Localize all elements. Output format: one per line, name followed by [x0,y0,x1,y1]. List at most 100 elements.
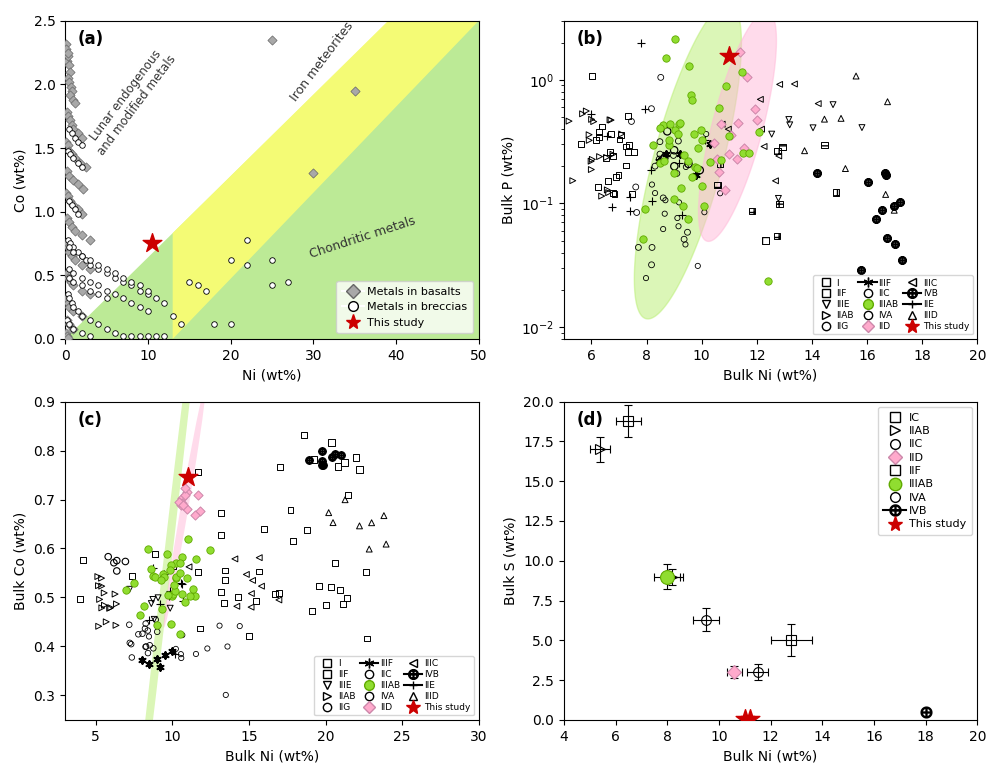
Point [666,160,682,172]
Point [62,113,78,126]
Point [67,203,83,215]
Point [179,503,195,516]
Point [91,620,107,632]
Point [59,267,75,279]
Point [860,176,876,188]
Point [304,605,320,617]
Point [179,572,195,584]
Point [141,630,157,643]
Point [680,155,696,167]
Point [886,200,902,213]
Point [245,574,261,587]
Point [147,548,163,560]
Point [98,615,114,628]
Point [65,123,81,135]
Point [644,241,660,253]
Point [172,566,188,579]
Point [655,192,671,204]
Point [148,614,164,626]
Point [721,130,737,142]
Point [61,123,77,135]
Point [90,580,106,592]
Point [107,267,123,279]
Point [121,618,137,631]
Point [156,297,172,309]
Point [681,60,697,72]
Point [267,588,283,601]
Point [339,591,355,604]
Point [60,233,76,246]
Point [751,125,767,138]
Point [251,566,267,578]
Point [61,216,77,228]
Point [168,643,184,655]
Point [59,330,75,343]
Point [809,166,825,179]
Point [156,571,172,584]
Point [130,628,146,640]
Point [61,292,77,305]
Point [698,128,714,141]
Point [148,292,164,305]
Point [676,148,692,161]
Point [107,588,123,601]
Point [165,559,181,572]
Point [684,94,700,106]
Point [157,649,173,661]
Point [248,595,264,608]
Point [162,563,178,576]
Point [177,489,193,501]
Point [661,134,677,146]
Point [670,128,686,141]
Point [608,171,624,183]
Point [141,614,157,626]
Point [782,119,798,131]
Point [59,55,75,68]
Point [190,489,206,501]
Point [652,157,668,169]
Point [892,196,908,208]
Point [58,43,74,55]
Point [229,600,245,612]
Point [61,59,77,71]
Point [138,618,154,630]
Point [90,279,106,291]
Point [603,128,619,141]
Point [218,688,234,701]
Point [177,482,193,494]
Point [661,139,677,152]
Point [164,645,180,657]
Point [671,157,687,169]
Point [123,330,139,343]
Point [64,250,80,263]
Polygon shape [699,11,776,242]
Point [352,520,368,532]
Point [647,160,663,172]
Point [361,543,377,556]
Point [62,195,78,207]
Point [67,97,83,110]
Point [61,170,77,183]
Point [173,318,189,330]
Point [118,584,134,596]
Point [60,139,76,152]
Point [59,314,75,326]
Point [132,330,148,343]
Point [602,113,618,126]
Point [142,639,158,651]
Point [332,584,348,597]
Point [666,193,682,206]
Point [324,436,340,448]
Point [216,597,232,609]
Point [754,123,770,135]
Point [575,107,591,120]
Point [82,284,98,297]
Point [767,175,783,187]
Point [671,117,687,130]
Point [159,548,175,560]
Point [140,284,156,297]
Point [59,106,75,119]
Point [647,186,663,199]
Point [180,472,196,484]
Point [623,115,639,127]
